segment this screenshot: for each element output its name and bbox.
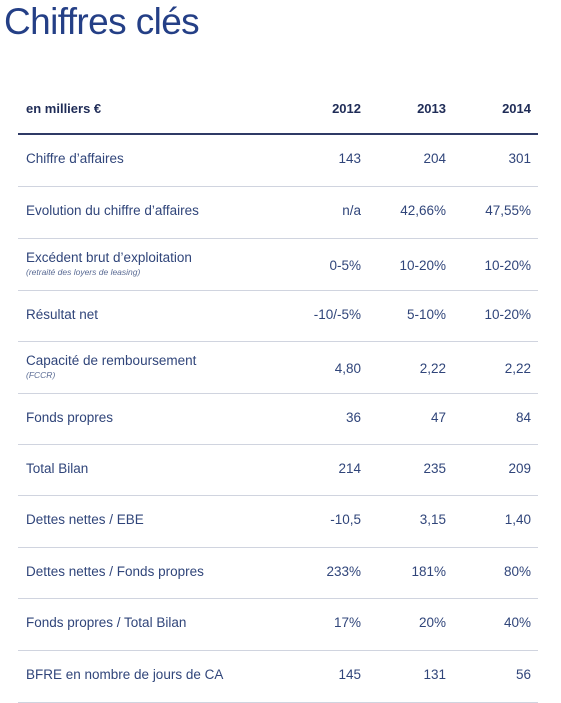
row-label: Dettes nettes / EBE: [26, 512, 144, 527]
row-value-2012: 17%: [333, 615, 361, 630]
row-value-2014: 56: [515, 667, 531, 682]
row-value-2013: 2,22: [419, 361, 446, 376]
row-value-2012: n/a: [342, 203, 361, 218]
row-label-text: BFRE en nombre de jours de CA: [26, 667, 224, 682]
row-label-text: Résultat net: [26, 307, 99, 322]
row-value-2014: 40%: [503, 615, 531, 630]
row-value-2014: 209: [508, 461, 531, 476]
year-header-2014: 2014: [502, 101, 531, 116]
row-value-2012: 233%: [326, 564, 361, 579]
row-value-2014: 2,22: [504, 361, 531, 376]
row-label: Total Bilan: [26, 461, 88, 476]
row-label: Fonds propres / Total Bilan: [26, 615, 186, 630]
table-row: Capacité de remboursement (FCCR) 4,80 2,22 2…: [18, 342, 538, 394]
row-value-2013: 235: [423, 461, 446, 476]
row-value-2012: 145: [338, 667, 361, 682]
row-label-text: Evolution du chiffre d’affaires: [26, 203, 199, 218]
row-label: Résultat net: [26, 307, 98, 322]
row-label-text: Chiffre d’affaires: [26, 151, 124, 166]
row-value-2012: 143: [338, 151, 361, 166]
row-label-text: Capacité de remboursement: [26, 353, 197, 368]
row-label-text: Dettes nettes / Fonds propres: [26, 564, 204, 579]
table-row: Résultat net -10/-5% 5-10% 10-20%: [18, 291, 538, 342]
row-label-note: (FCCR): [26, 370, 56, 380]
table-row: Chiffre d’affaires 143 204 301: [18, 135, 538, 187]
row-value-2012: -10,5: [330, 512, 361, 527]
table-body: Chiffre d’affaires 143 204 301 Evolution du …: [18, 135, 538, 703]
table-row: Total Bilan 214 235 209: [18, 445, 538, 496]
table-row: Excédent brut d’exploitation (retraité de…: [18, 239, 538, 291]
row-label: Evolution du chiffre d’affaires: [26, 203, 199, 218]
row-label-note: (retraité des loyers de leasing): [26, 267, 141, 277]
row-value-2012: 214: [338, 461, 361, 476]
row-label-text: Total Bilan: [26, 461, 89, 476]
row-label-text: Fonds propres: [26, 410, 114, 425]
row-value-2013: 5-10%: [406, 307, 446, 322]
row-value-2014: 80%: [503, 564, 531, 579]
table-row: Dettes nettes / Fonds propres 233% 181% 80%: [18, 548, 538, 599]
table-row: BFRE en nombre de jours de CA 145 131 56: [18, 651, 538, 703]
row-value-2013: 47: [430, 410, 446, 425]
row-value-2014: 47,55%: [485, 203, 531, 218]
row-value-2014: 10-20%: [484, 258, 531, 273]
row-label: Excédent brut d’exploitation (retraité de…: [26, 250, 192, 277]
table-row: Fonds propres 36 47 84: [18, 394, 538, 445]
row-label: Chiffre d’affaires: [26, 151, 124, 166]
row-label: Dettes nettes / Fonds propres: [26, 564, 204, 579]
row-value-2014: 301: [508, 151, 531, 166]
table-row: Dettes nettes / EBE -10,5 3,15 1,40: [18, 496, 538, 548]
page-title: Chiffres clés: [4, 1, 200, 42]
row-value-2013: 10-20%: [399, 258, 446, 273]
row-value-2014: 84: [515, 410, 531, 425]
row-value-2013: 181%: [411, 564, 446, 579]
row-value-2012: 0-5%: [329, 258, 361, 273]
row-value-2013: 3,15: [419, 512, 446, 527]
row-value-2014: 10-20%: [484, 307, 531, 322]
key-figures-table: en milliers € 2012 2013 2014 Chiffre d’a…: [18, 82, 538, 703]
row-value-2013: 20%: [418, 615, 446, 630]
row-label: BFRE en nombre de jours de CA: [26, 667, 223, 682]
row-value-2013: 42,66%: [400, 203, 446, 218]
row-label: Fonds propres: [26, 410, 113, 425]
row-label-text: Dettes nettes / EBE: [26, 512, 144, 527]
table-row: Evolution du chiffre d’affaires n/a 42,66%…: [18, 187, 538, 239]
year-header-2013: 2013: [417, 101, 446, 116]
table-header-row: en milliers € 2012 2013 2014: [18, 82, 538, 135]
row-value-2013: 131: [423, 667, 446, 682]
row-label: Capacité de remboursement (FCCR): [26, 353, 196, 380]
row-value-2012: 36: [345, 410, 361, 425]
year-header-2012: 2012: [332, 101, 361, 116]
row-value-2014: 1,40: [504, 512, 531, 527]
row-value-2012: -10/-5%: [313, 307, 361, 322]
row-value-2013: 204: [423, 151, 446, 166]
row-label-text: Excédent brut d’exploitation: [26, 250, 192, 265]
row-value-2012: 4,80: [334, 361, 361, 376]
row-label-text: Fonds propres / Total Bilan: [26, 615, 187, 630]
table-row: Fonds propres / Total Bilan 17% 20% 40%: [18, 599, 538, 651]
unit-header: en milliers €: [26, 101, 102, 116]
